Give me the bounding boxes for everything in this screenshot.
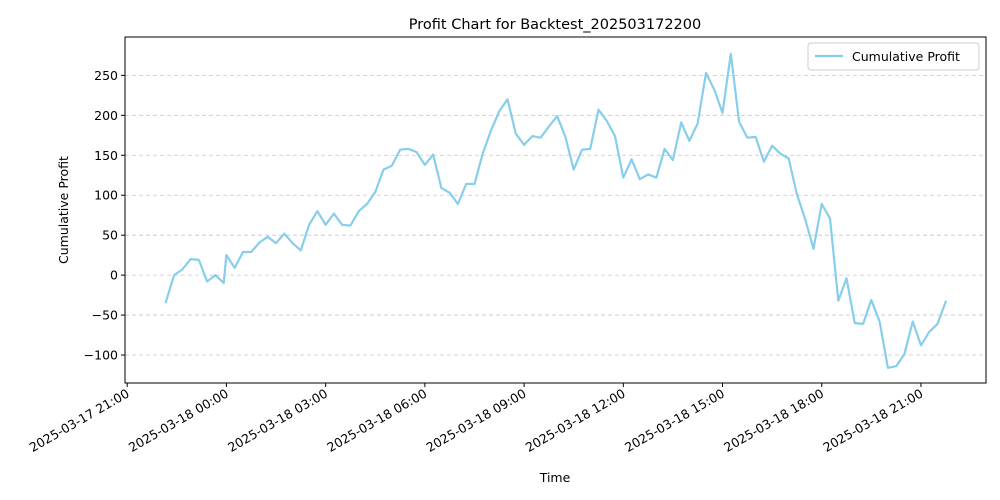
- y-tick-label: 0: [110, 268, 118, 283]
- y-axis-ticks: −100 −50 0 50 100 150 200 250: [84, 68, 125, 363]
- y-tick-label: 200: [94, 108, 118, 123]
- legend-label: Cumulative Profit: [852, 49, 960, 64]
- x-axis-label: Time: [539, 470, 571, 485]
- y-tick-label: −50: [92, 308, 118, 323]
- legend-box: [807, 42, 980, 71]
- plot-series: [164, 52, 947, 369]
- y-tick-label: 150: [94, 148, 118, 163]
- legend: Cumulative Profit: [807, 42, 980, 71]
- chart-title: Profit Chart for Backtest_202503172200: [409, 17, 701, 33]
- y-tick-label: 100: [94, 188, 118, 203]
- y-tick-label: −100: [84, 348, 118, 363]
- y-tick-label: 250: [94, 68, 118, 83]
- y-grid: [125, 74, 986, 356]
- y-tick-label: 50: [102, 228, 118, 243]
- plot-frame: [124, 36, 987, 384]
- series-line-cumulative-profit: [164, 52, 947, 369]
- y-axis-label: Cumulative Profit: [56, 156, 71, 264]
